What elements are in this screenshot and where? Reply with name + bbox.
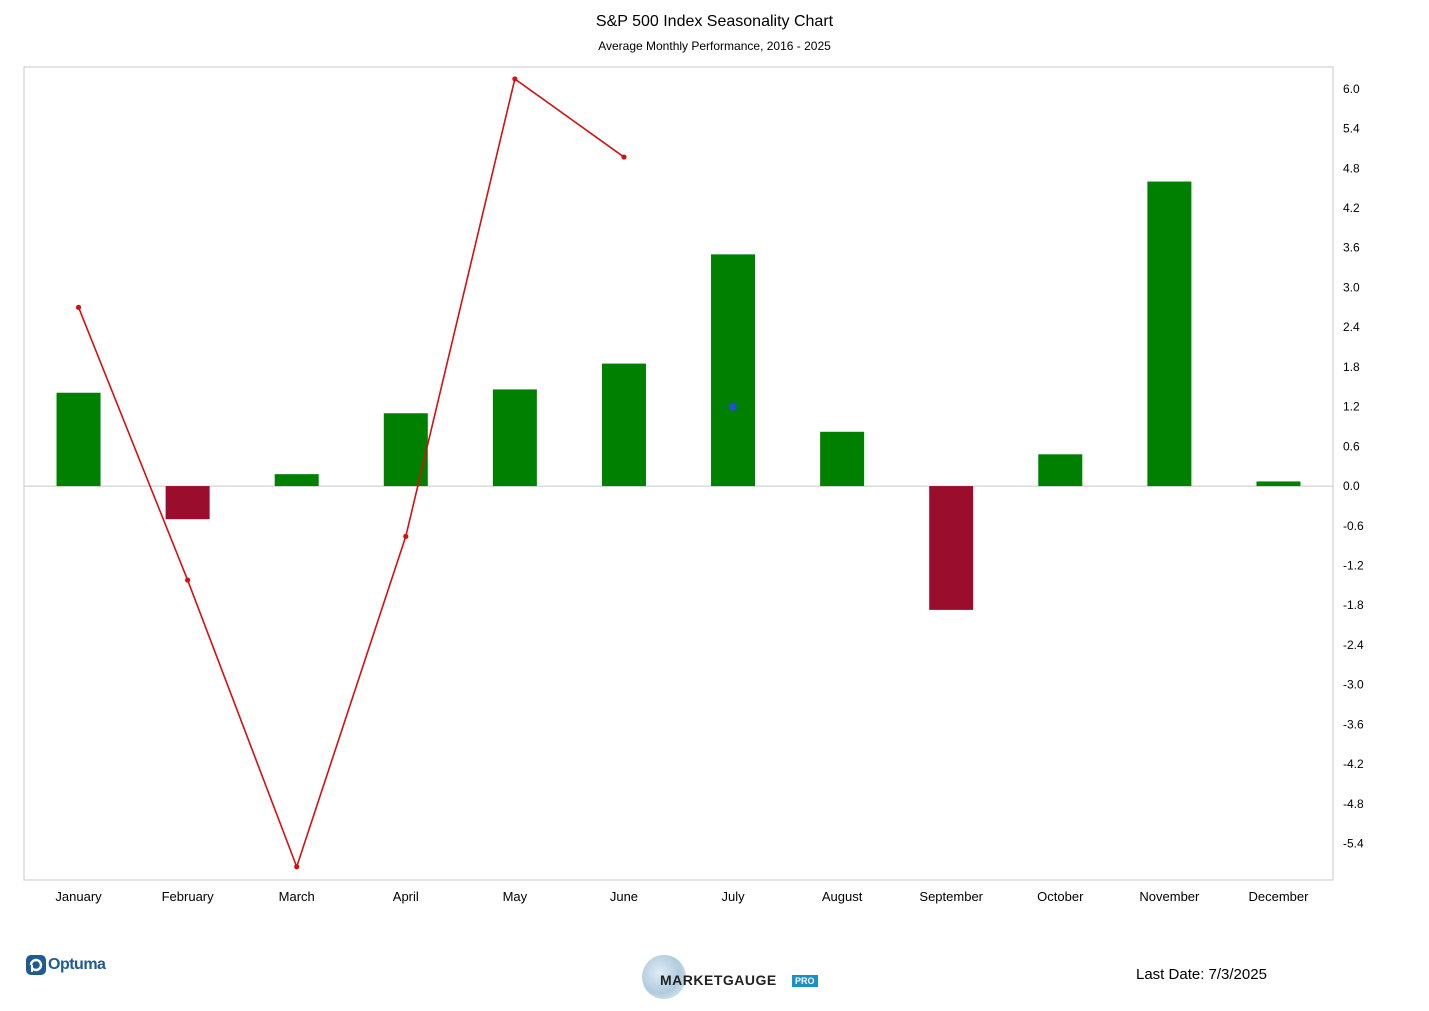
x-tick-label: February [162, 889, 215, 904]
optuma-logo: Optuma [26, 955, 106, 975]
x-tick-label: March [279, 889, 315, 904]
x-tick-label: December [1248, 889, 1309, 904]
y-tick-label: -4.8 [1343, 797, 1364, 811]
line-point [75, 304, 82, 310]
line-point [512, 76, 518, 82]
x-tick-label: January [55, 889, 102, 904]
line-point [621, 154, 627, 160]
x-tick-label: April [393, 889, 419, 904]
y-tick-label: 6.0 [1343, 82, 1360, 96]
bar [1256, 481, 1301, 487]
y-tick-label: 2.4 [1343, 320, 1360, 334]
line-point [403, 533, 409, 539]
y-tick-label: -3.0 [1343, 678, 1364, 692]
chart-title: S&P 500 Index Seasonality Chart [595, 13, 834, 30]
y-tick-label: 3.6 [1343, 241, 1360, 255]
y-tick-label: 0.6 [1343, 439, 1360, 453]
x-tick-label: November [1139, 889, 1200, 904]
y-tick-label: 0.0 [1343, 479, 1360, 493]
y-tick-label: 4.2 [1343, 201, 1360, 215]
optuma-logo-icon [26, 955, 46, 975]
x-tick-label: September [919, 889, 983, 904]
bar [711, 254, 756, 487]
y-tick-label: -1.2 [1343, 559, 1364, 573]
x-tick-label: May [503, 889, 528, 904]
bar [820, 431, 865, 487]
x-tick-label: July [721, 889, 745, 904]
highlight-point [729, 402, 738, 411]
y-tick-label: -3.6 [1343, 717, 1364, 731]
line-series [77, 77, 625, 870]
x-tick-label: June [610, 889, 638, 904]
y-tick-label: 1.2 [1343, 400, 1360, 414]
y-tick-label: 3.0 [1343, 280, 1360, 294]
chart-subtitle: Average Monthly Performance, 2016 - 2025 [598, 39, 831, 53]
bar [165, 486, 210, 520]
y-tick-label: -2.4 [1343, 638, 1364, 652]
bar [1147, 181, 1192, 487]
bar [601, 363, 646, 487]
marketgauge-pro-badge: PRO [792, 975, 818, 987]
plot-area [23, 66, 1334, 881]
bar [274, 474, 319, 487]
optuma-logo-text: Optuma [48, 956, 106, 973]
x-tick-label: August [822, 889, 863, 904]
last-date: Last Date: 7/3/2025 [1136, 966, 1267, 983]
line-point [185, 577, 191, 583]
marketgauge-logo: MARKETGAUGE PRO [642, 955, 822, 1001]
bar [56, 392, 101, 487]
y-tick-label: -1.8 [1343, 598, 1364, 612]
bar [492, 389, 537, 487]
line-point [294, 864, 300, 870]
x-tick-label: October [1037, 889, 1084, 904]
bar [1038, 454, 1083, 487]
y-tick-label: -4.2 [1343, 757, 1364, 771]
bar [929, 486, 974, 610]
y-tick-label: -0.6 [1343, 519, 1364, 533]
y-tick-label: 4.8 [1343, 161, 1360, 175]
y-tick-label: 1.8 [1343, 360, 1360, 374]
marketgauge-logo-text: MARKETGAUGE [660, 972, 777, 988]
globe-icon [642, 955, 686, 999]
y-tick-label: 5.4 [1343, 122, 1360, 136]
y-tick-label: -5.4 [1343, 837, 1364, 851]
